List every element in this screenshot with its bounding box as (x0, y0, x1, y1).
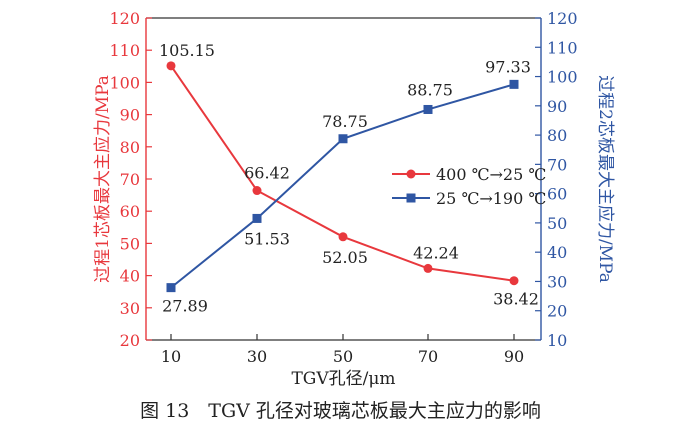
left-y-tick-label: 30 (120, 299, 140, 318)
series-1-data-label: 105.15 (159, 41, 215, 60)
right-y-tick-label: 60 (547, 185, 567, 204)
right-y-tick-label: 70 (547, 155, 567, 174)
right-y-tick-label: 40 (547, 243, 567, 262)
series-1-data-label: 38.42 (493, 290, 539, 309)
left-y-tick-label: 80 (120, 138, 140, 157)
left-y-tick-label: 90 (120, 106, 140, 125)
chart: 20 30 40 50 60 70 80 90 100 110 120 10 20 30 40 50 60 70 8… (93, 9, 615, 389)
left-y-tick-label: 60 (120, 202, 140, 221)
legend-label-2: 25 ℃→190 ℃ (436, 189, 546, 208)
series-2-data-label: 51.53 (244, 229, 290, 248)
legend-label-1: 400 ℃→25 ℃ (436, 165, 546, 184)
series-1-point (509, 276, 519, 286)
series-2-data-label: 78.75 (322, 112, 368, 131)
series-2-point (338, 134, 348, 144)
right-y-tick-label: 10 (547, 331, 567, 350)
x-tick-label: 30 (247, 347, 267, 366)
x-axis-title: TGV孔径/μm (291, 369, 395, 389)
right-y-tick-label: 100 (547, 68, 578, 87)
series-1-point (166, 61, 176, 71)
left-y-tick-label: 110 (109, 41, 140, 60)
series-2-data-label: 97.33 (485, 57, 531, 76)
right-y-tick-label: 110 (547, 38, 578, 57)
series-1-data-label: 52.05 (322, 248, 368, 267)
series-2-point (509, 79, 519, 89)
left-y-tick-label: 50 (120, 234, 140, 253)
series-2-point (166, 283, 176, 293)
x-tick-label: 90 (504, 347, 524, 366)
left-y-tick-label: 120 (109, 9, 140, 28)
x-tick-label: 50 (333, 347, 353, 366)
right-y-axis-title: 过程2芯板最大主应力/MPa (595, 75, 615, 283)
x-tick-label: 10 (161, 347, 181, 366)
right-y-tick-label: 120 (547, 9, 578, 28)
figure-caption: 图 13 TGV 孔径对玻璃芯板最大主应力的影响 (140, 400, 541, 422)
right-y-tick-label: 20 (547, 302, 567, 321)
series-2-data-label: 88.75 (407, 80, 453, 99)
series-1-point (423, 263, 433, 273)
series-2-data-label: 27.89 (162, 297, 208, 316)
series-2-point (423, 104, 433, 114)
right-y-tick-label: 30 (547, 272, 567, 291)
left-y-tick-label: 100 (109, 73, 140, 92)
right-y-tick-label: 50 (547, 214, 567, 233)
right-y-tick-label: 90 (547, 97, 567, 116)
series-1-data-label: 66.42 (244, 164, 290, 183)
series-1-data-label: 42.24 (413, 243, 459, 262)
series-2-point (252, 213, 262, 223)
series-1-point (338, 232, 348, 242)
left-y-tick-label: 20 (120, 331, 140, 350)
left-y-tick-label: 40 (120, 267, 140, 286)
left-y-axis-title: 过程1芯板最大主应力/MPa (93, 75, 113, 283)
x-tick-label: 70 (418, 347, 438, 366)
left-y-tick-label: 70 (120, 170, 140, 189)
legend-marker-1 (406, 169, 416, 179)
right-y-tick-label: 80 (547, 126, 567, 145)
legend-marker-2 (406, 193, 416, 203)
series-1-point (252, 186, 262, 196)
